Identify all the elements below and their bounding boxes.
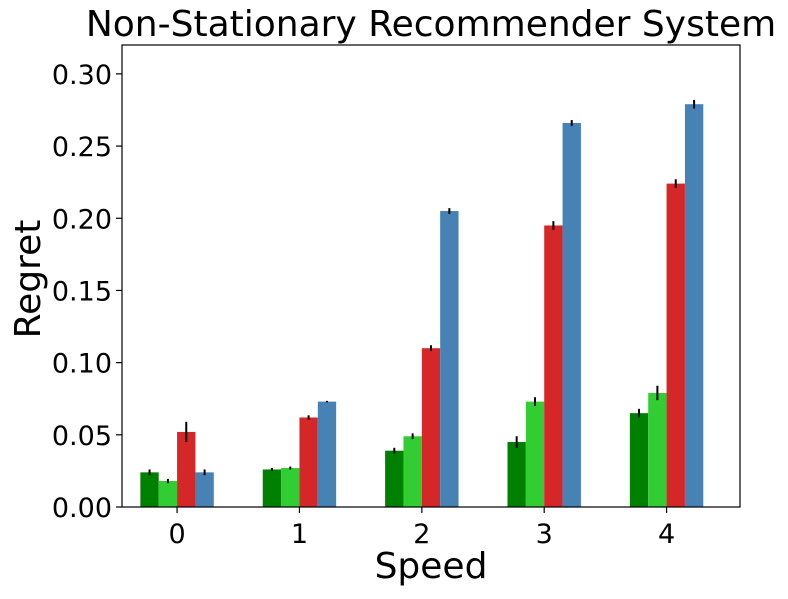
bar-series0-cat3 (507, 442, 526, 507)
bar-series2-cat4 (666, 183, 685, 507)
y-axis: 0.00 0.05 0.10 0.15 0.20 0.25 0.30 (52, 60, 122, 524)
bar-series0-cat2 (385, 450, 404, 507)
bar-series1-cat0 (158, 481, 178, 507)
bar-series0-cat1 (262, 469, 282, 507)
bar-series3-cat2 (440, 211, 459, 507)
bar-series2-cat1 (299, 417, 318, 507)
bar-series2-cat3 (544, 225, 563, 507)
x-axis-label: Speed (375, 546, 488, 587)
bar-series0-cat4 (629, 413, 649, 507)
y-tick-label: 0.20 (52, 204, 112, 235)
y-tick-label: 0.25 (52, 132, 112, 163)
bar-series1-cat3 (525, 401, 545, 507)
bar-series2-cat2 (421, 348, 441, 507)
x-tick-label: 4 (658, 519, 675, 550)
y-tick-label: 0.05 (52, 421, 112, 452)
bars-layer (140, 99, 704, 508)
x-tick-label: 1 (291, 519, 308, 550)
bar-series1-cat1 (281, 468, 300, 507)
plot-frame (121, 44, 741, 508)
bar-series3-cat1 (317, 401, 337, 507)
bar-series1-cat4 (648, 392, 667, 507)
x-tick-label: 0 (168, 519, 185, 550)
bar-series3-cat0 (195, 472, 214, 507)
y-tick-label: 0.10 (52, 349, 112, 380)
y-tick-label: 0.00 (52, 493, 112, 524)
x-tick-label: 2 (413, 519, 430, 550)
bar-series0-cat0 (140, 472, 159, 507)
chart-title: Non-Stationary Recommender System (86, 4, 776, 45)
bar-series3-cat4 (684, 104, 704, 507)
bar-series3-cat3 (562, 122, 581, 508)
x-tick-label: 3 (536, 519, 553, 550)
bar-series1-cat2 (403, 436, 422, 507)
bar-series2-cat0 (177, 431, 196, 507)
y-tick-label: 0.15 (52, 276, 112, 307)
y-axis-label: Regret (8, 220, 49, 339)
x-axis: 0 1 2 3 4 (168, 507, 675, 550)
y-tick-label: 0.30 (52, 60, 112, 91)
